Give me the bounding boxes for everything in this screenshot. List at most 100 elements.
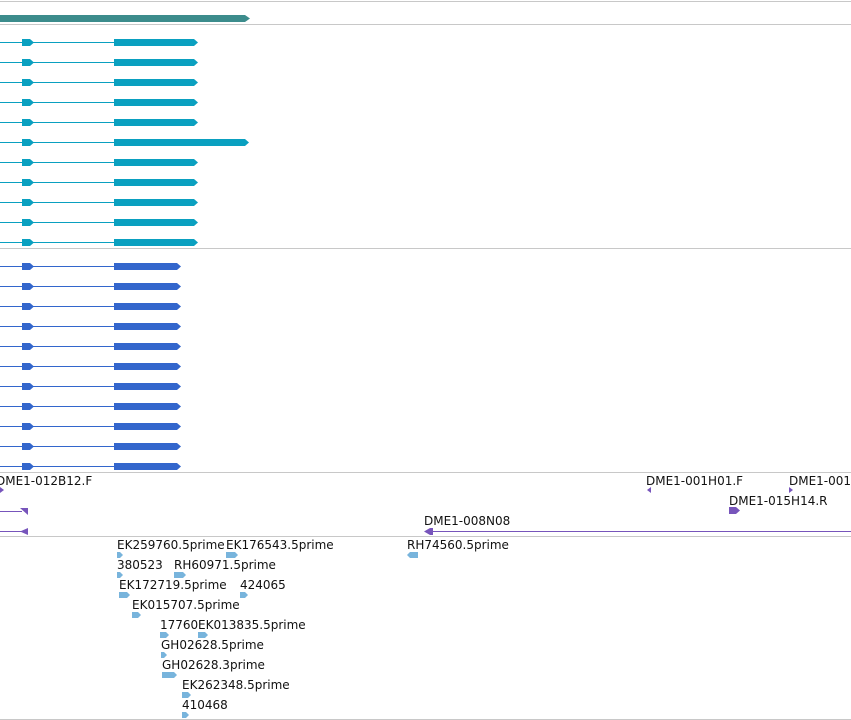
est-feature[interactable] (160, 632, 169, 638)
cds-block (114, 199, 198, 206)
cds-block (114, 423, 181, 430)
cds-block (114, 303, 181, 310)
cds-block (114, 119, 198, 126)
feature-label: RH74560.5prime (407, 538, 509, 552)
est-feature[interactable] (162, 672, 177, 678)
exon-arrow (22, 99, 34, 106)
transcript-model[interactable] (0, 363, 181, 370)
transcript-model[interactable] (0, 59, 198, 66)
exon-arrow (22, 463, 34, 470)
est-feature[interactable] (182, 712, 189, 718)
exon-arrow (22, 443, 34, 450)
est-feature[interactable] (182, 692, 191, 698)
cds-block (114, 383, 181, 390)
transcript-model[interactable] (0, 463, 181, 470)
feature-label: 17760 (160, 618, 198, 632)
cds-block (114, 99, 198, 106)
cds-block (114, 263, 181, 270)
exon-arrow (22, 383, 34, 390)
transcript-model[interactable] (0, 383, 181, 390)
gene-feature-bar[interactable] (0, 15, 250, 22)
cds-block (114, 403, 181, 410)
cds-block (114, 343, 181, 350)
clone-end-marker[interactable] (20, 508, 28, 515)
cds-block (114, 139, 249, 146)
transcript-model[interactable] (0, 79, 198, 86)
transcript-model[interactable] (0, 263, 181, 270)
transcript-model[interactable] (0, 423, 181, 430)
exon-arrow (22, 119, 34, 126)
feature-label: EK172719.5prime (119, 578, 227, 592)
transcript-model[interactable] (0, 159, 198, 166)
cds-block (114, 159, 198, 166)
est-feature[interactable] (198, 632, 208, 638)
clone-end-marker[interactable] (0, 487, 4, 493)
est-feature[interactable] (407, 552, 418, 558)
exon-arrow (22, 159, 34, 166)
est-feature[interactable] (161, 652, 167, 658)
cds-block (114, 283, 181, 290)
feature-label: 410468 (182, 698, 228, 712)
cds-block (114, 443, 181, 450)
clone-end-marker[interactable] (729, 507, 740, 514)
feature-label: DME1-008N08 (424, 514, 510, 528)
exon-arrow (22, 263, 34, 270)
cds-block (114, 363, 181, 370)
cds-block (114, 39, 198, 46)
est-feature[interactable] (174, 572, 186, 578)
est-feature[interactable] (240, 592, 248, 598)
feature-label: 380523 (117, 558, 163, 572)
transcript-model[interactable] (0, 283, 181, 290)
cds-block (114, 323, 181, 330)
exon-arrow (22, 303, 34, 310)
cds-block (114, 179, 198, 186)
clone-end-marker[interactable] (424, 528, 433, 535)
exon-arrow (22, 363, 34, 370)
clone-end-marker[interactable] (647, 487, 651, 493)
transcript-model[interactable] (0, 199, 198, 206)
exon-arrow (22, 283, 34, 290)
exon-arrow (22, 323, 34, 330)
exon-arrow (22, 179, 34, 186)
transcript-model[interactable] (0, 343, 181, 350)
feature-label: EK013835.5prime (198, 618, 306, 632)
feature-label: GH02628.5prime (161, 638, 264, 652)
transcript-model[interactable] (0, 443, 181, 450)
transcript-model[interactable] (0, 239, 198, 246)
transcript-model[interactable] (0, 139, 249, 146)
feature-label: EK015707.5prime (132, 598, 240, 612)
exon-arrow (22, 139, 34, 146)
cds-block (114, 79, 198, 86)
feature-label: DME1-012B12.F (0, 474, 92, 488)
est-feature[interactable] (226, 552, 238, 558)
feature-glyphs[interactable] (0, 15, 851, 718)
transcript-model[interactable] (0, 119, 198, 126)
exon-arrow (22, 219, 34, 226)
cds-block (114, 59, 198, 66)
est-feature[interactable] (117, 572, 123, 578)
exon-arrow (22, 59, 34, 66)
exon-arrow (22, 199, 34, 206)
est-feature[interactable] (132, 612, 141, 618)
feature-label: DME1-001 (789, 474, 851, 488)
cds-block (114, 219, 198, 226)
transcript-model[interactable] (0, 219, 198, 226)
exon-arrow (22, 79, 34, 86)
feature-label: RH60971.5prime (174, 558, 276, 572)
feature-label: EK176543.5prime (226, 538, 334, 552)
transcript-model[interactable] (0, 39, 198, 46)
transcript-model[interactable] (0, 303, 181, 310)
est-feature[interactable] (119, 592, 130, 598)
cds-block (114, 463, 181, 470)
transcript-model[interactable] (0, 323, 181, 330)
feature-label: 424065 (240, 578, 286, 592)
est-feature[interactable] (117, 552, 123, 558)
transcript-model[interactable] (0, 403, 181, 410)
clone-end-marker[interactable] (789, 487, 793, 493)
feature-label: GH02628.3prime (162, 658, 265, 672)
clone-end-marker[interactable] (20, 528, 28, 535)
transcript-model[interactable] (0, 99, 198, 106)
transcript-model[interactable] (0, 179, 198, 186)
